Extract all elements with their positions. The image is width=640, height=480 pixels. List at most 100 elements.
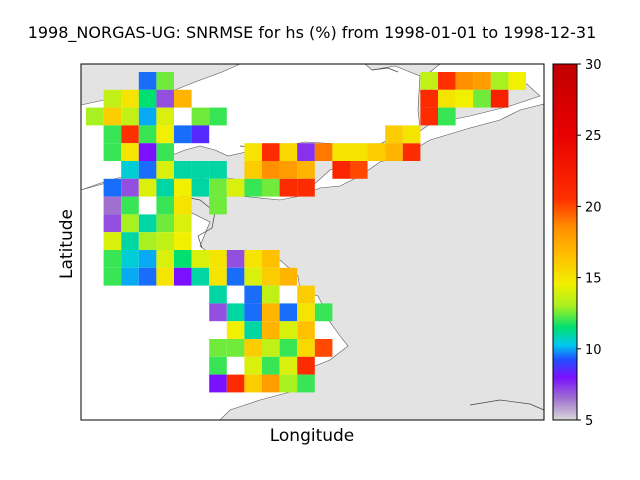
heatmap-cell [350,143,368,161]
heatmap-cell [262,143,280,161]
heatmap-cell [314,339,333,357]
heatmap-cell [209,178,227,197]
heatmap-cell [156,161,174,179]
colorbar-tick-label: 5 [585,414,593,429]
map-panel [80,63,545,421]
heatmap-cell [244,321,262,339]
heatmap-cell [473,89,491,108]
heatmap-cell [244,178,262,197]
heatmap-cell [138,232,157,250]
heatmap-cell [103,232,122,250]
heatmap-cell [279,267,298,286]
heatmap-cell [209,107,227,126]
heatmap-cell [174,125,192,144]
heatmap-cell [191,161,210,179]
colorbar-tick-label: 20 [585,200,602,215]
heatmap-cell [191,250,210,268]
heatmap-cell [262,321,280,339]
heatmap-cell [156,143,174,161]
heatmap-cell [138,72,157,90]
heatmap-cell [385,125,403,144]
heatmap-cell [226,374,245,393]
heatmap-cell [174,214,192,233]
heatmap-cell [156,89,174,108]
heatmap-cell [262,161,280,179]
heatmap-cell [209,161,227,179]
heatmap-cell [174,89,192,108]
heatmap-cell [226,250,245,268]
heatmap-cell [262,178,280,197]
heatmap-cell [138,214,157,233]
heatmap-cell [226,267,245,286]
heatmap-cell [174,232,192,250]
heatmap-cell [297,374,315,393]
heatmap-cell [279,356,298,375]
heatmap-cell [420,72,438,90]
heatmap-cell [174,267,192,286]
heatmap-cell [279,374,298,393]
heatmap-cell [156,196,174,215]
heatmap-cell [138,89,157,108]
heatmap-cell [156,214,174,233]
heatmap-cell [490,72,509,90]
heatmap-cell [156,267,174,286]
heatmap-cell [314,303,333,322]
heatmap-cell [209,285,227,304]
heatmap-cell [438,107,456,126]
heatmap-cell [297,161,315,179]
heatmap-cell [262,267,280,286]
colorbar [552,63,578,421]
heatmap-cell [209,267,227,286]
heatmap-cell [209,250,227,268]
heatmap-cell [103,214,122,233]
heatmap-cells [86,72,526,393]
heatmap-cell [209,303,227,322]
heatmap-cell [402,125,421,144]
heatmap-cell [156,250,174,268]
heatmap-cell [121,125,139,144]
heatmap-cell [121,143,139,161]
heatmap-cell [103,125,122,144]
heatmap-cell [262,339,280,357]
heatmap-cell [367,143,386,161]
heatmap-cell [103,196,122,215]
heatmap-cell [262,250,280,268]
heatmap-cell [121,214,139,233]
heatmap-cell [332,143,350,161]
heatmap-cell [279,303,298,322]
heatmap-cell [138,161,157,179]
heatmap-cell [262,285,280,304]
heatmap-cell [156,232,174,250]
heatmap-cell [121,89,139,108]
heatmap-cell [244,303,262,322]
heatmap-cell [138,125,157,144]
heatmap-cell [86,107,104,126]
colorbar-tick-label: 30 [585,58,602,73]
heatmap-cell [174,196,192,215]
heatmap-cell [191,107,210,126]
heatmap-cell [121,107,139,126]
heatmap-cell [226,339,245,357]
heatmap-cell [103,178,122,197]
heatmap-cell [138,178,157,197]
heatmap-cell [121,250,139,268]
heatmap-cell [262,303,280,322]
heatmap-cell [438,72,456,90]
heatmap-cell [103,89,122,108]
heatmap-cell [402,143,421,161]
heatmap-cell [121,178,139,197]
heatmap-cell [279,321,298,339]
heatmap-cell [121,267,139,286]
heatmap-cell [420,107,438,126]
y-axis-label: Latitude [57,209,77,279]
heatmap-cell [209,356,227,375]
heatmap-cell [297,178,315,197]
heatmap-cell [138,143,157,161]
heatmap-cell [244,143,262,161]
map-frame [80,63,545,421]
heatmap-cell [209,196,227,215]
heatmap-cell [244,250,262,268]
heatmap-cell [174,161,192,179]
heatmap-cell [138,250,157,268]
